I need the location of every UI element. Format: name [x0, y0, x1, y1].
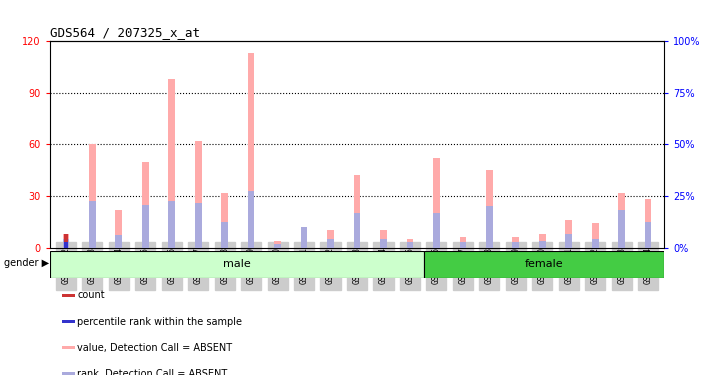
Bar: [116, 236, 122, 248]
Bar: [89, 201, 96, 248]
Bar: [62, 372, 75, 375]
Bar: [301, 227, 307, 248]
Bar: [221, 222, 228, 248]
Bar: [64, 242, 68, 248]
Bar: [274, 244, 281, 248]
Bar: [142, 162, 149, 248]
Bar: [407, 242, 413, 248]
Bar: [486, 206, 493, 248]
Bar: [539, 234, 545, 248]
Bar: [195, 203, 201, 248]
Text: gender ▶: gender ▶: [4, 258, 49, 267]
Bar: [274, 241, 281, 248]
Text: female: female: [525, 260, 563, 269]
Bar: [169, 201, 175, 248]
Bar: [618, 192, 625, 248]
Bar: [62, 320, 75, 323]
Bar: [327, 230, 334, 248]
Bar: [248, 191, 254, 248]
Text: value, Detection Call = ABSENT: value, Detection Call = ABSENT: [77, 343, 233, 353]
Bar: [50, 251, 423, 278]
Bar: [327, 239, 334, 248]
Text: count: count: [77, 290, 105, 300]
Bar: [645, 200, 651, 248]
Bar: [221, 192, 228, 248]
Bar: [353, 213, 361, 248]
Bar: [592, 239, 598, 248]
Bar: [460, 237, 466, 248]
Bar: [592, 224, 598, 248]
Text: male: male: [223, 260, 251, 269]
Bar: [380, 239, 387, 248]
Bar: [460, 242, 466, 248]
Bar: [423, 251, 664, 278]
Bar: [301, 227, 307, 248]
Bar: [62, 294, 75, 297]
Text: GDS564 / 207325_x_at: GDS564 / 207325_x_at: [50, 26, 200, 39]
Bar: [63, 234, 69, 248]
Bar: [539, 241, 545, 248]
Bar: [89, 144, 96, 248]
Bar: [645, 222, 651, 248]
Bar: [618, 210, 625, 248]
Text: percentile rank within the sample: percentile rank within the sample: [77, 316, 242, 327]
Bar: [248, 53, 254, 248]
Text: rank, Detection Call = ABSENT: rank, Detection Call = ABSENT: [77, 369, 228, 375]
Bar: [486, 170, 493, 248]
Bar: [513, 237, 519, 248]
Bar: [142, 204, 149, 248]
Bar: [407, 239, 413, 248]
Bar: [433, 158, 440, 248]
Bar: [62, 346, 75, 350]
Bar: [169, 79, 175, 248]
Bar: [433, 213, 440, 248]
Bar: [64, 234, 68, 248]
Bar: [63, 239, 69, 248]
Bar: [565, 234, 572, 248]
Bar: [353, 175, 361, 248]
Bar: [513, 242, 519, 248]
Bar: [380, 230, 387, 248]
Bar: [565, 220, 572, 248]
Bar: [116, 210, 122, 248]
Bar: [195, 141, 201, 248]
